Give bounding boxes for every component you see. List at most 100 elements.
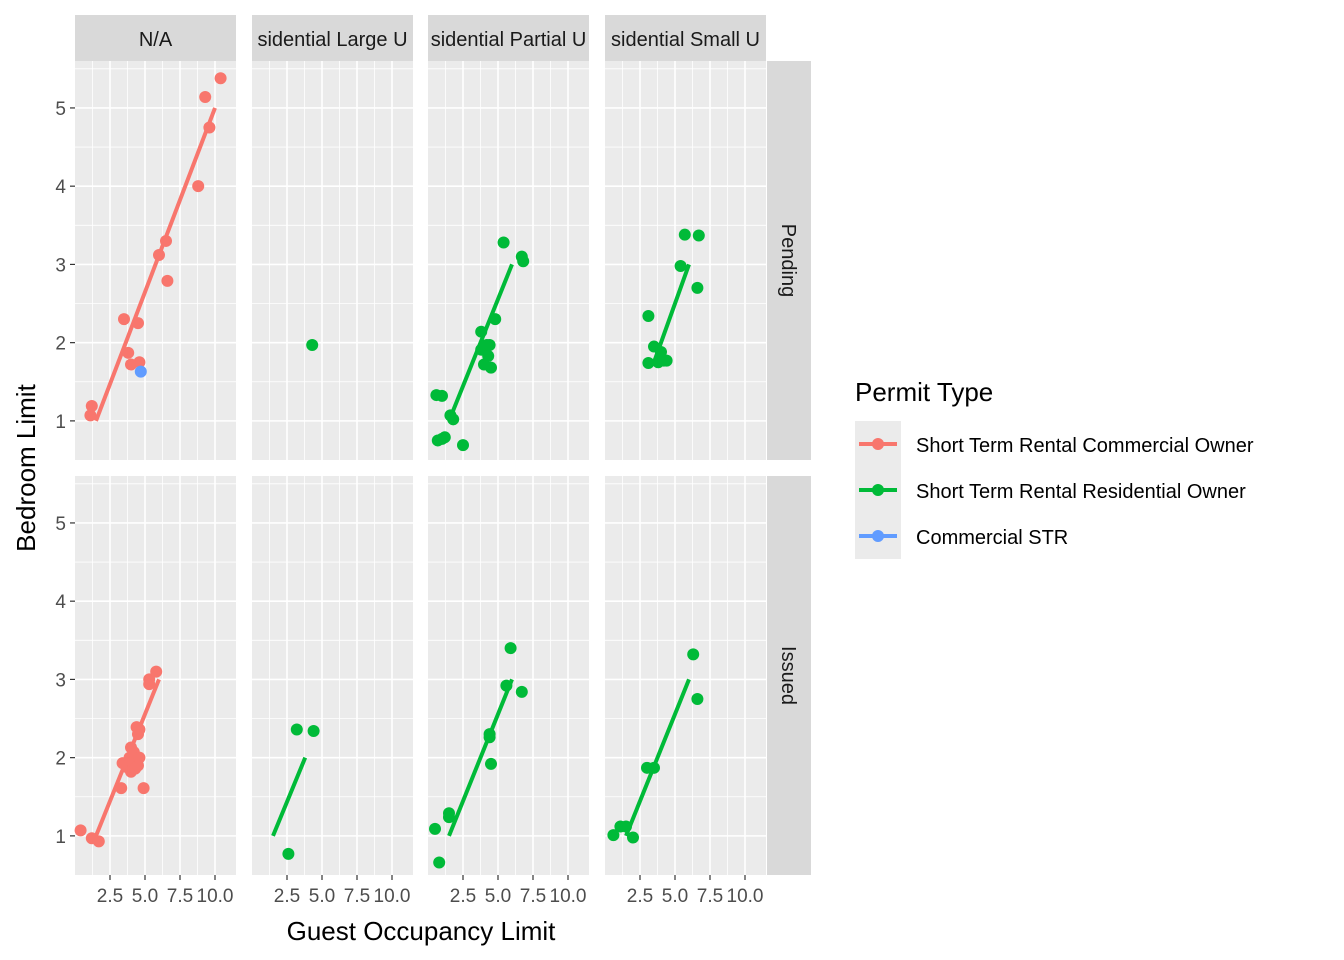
- data-point: [132, 317, 144, 330]
- trend-line: [447, 263, 514, 422]
- data-point: [687, 648, 700, 661]
- y-tick-label: 3: [55, 670, 66, 691]
- panel-pending-2: [428, 61, 589, 460]
- data-point: [691, 281, 704, 294]
- panel-pending-1: [252, 61, 413, 460]
- data-point: [84, 409, 97, 422]
- y-axis-title: Bedroom Limit: [11, 383, 41, 551]
- column-strip-label: sidential Small U: [611, 29, 760, 51]
- panel-issued-2: [428, 476, 589, 875]
- data-point: [443, 807, 455, 820]
- data-point: [133, 356, 146, 369]
- data-point: [290, 723, 303, 736]
- column-strip-label: sidential Large U: [257, 29, 407, 51]
- strip-background: [767, 61, 811, 460]
- x-tick-label: 5.0: [132, 886, 158, 907]
- y-tick-label: 4: [55, 177, 66, 198]
- data-point: [85, 400, 98, 413]
- panel-background: [605, 476, 766, 875]
- data-point: [92, 835, 105, 848]
- data-point: [133, 751, 146, 764]
- strip-background: [428, 15, 589, 61]
- legend-title: Permit Type: [855, 377, 993, 407]
- data-point: [627, 831, 639, 844]
- x-tick-label: 2.5: [627, 886, 653, 907]
- x-tick-label: 7.5: [167, 886, 193, 907]
- y-tick-label: 5: [55, 99, 66, 120]
- data-point: [161, 274, 174, 287]
- data-point: [199, 90, 212, 103]
- data-point: [483, 338, 496, 351]
- data-point: [429, 822, 441, 835]
- x-tick-label: 2.5: [450, 886, 476, 907]
- row-strip-label: Pending: [777, 224, 799, 297]
- data-point: [642, 310, 655, 323]
- panel-data-0-2: [430, 236, 530, 452]
- panel-background: [605, 61, 766, 460]
- legend-key-0: [855, 421, 901, 467]
- column-strip-2: sidential Partial U: [428, 15, 589, 61]
- data-point: [122, 346, 135, 359]
- x-axis-title: Guest Occupancy Limit: [287, 916, 557, 946]
- data-point: [143, 673, 156, 686]
- data-point: [504, 642, 517, 655]
- x-tick-label: 5.0: [485, 886, 511, 907]
- data-point: [160, 234, 172, 247]
- strip-background: [605, 15, 766, 61]
- legend-label-commercial-owner: Short Term Rental Commercial Owner: [916, 435, 1254, 457]
- y-tick-label: 4: [55, 592, 66, 613]
- x-tick-label: 2.5: [274, 886, 300, 907]
- data-point: [692, 229, 705, 242]
- trend-line: [94, 107, 217, 422]
- trend-line: [271, 756, 308, 837]
- strips-layer: N/A sidential Large U sidential Partial U s…: [75, 15, 811, 875]
- x-tick-label: 5.0: [662, 886, 688, 907]
- panel-data-0-1: [306, 338, 319, 351]
- strip-background: [767, 476, 811, 875]
- data-point: [133, 723, 146, 736]
- panel-background: [428, 61, 589, 460]
- data-point: [214, 72, 227, 85]
- data-point: [482, 349, 495, 362]
- y-tick-label: 5: [55, 514, 66, 535]
- data-point: [433, 856, 446, 869]
- x-tick-label: 10.0: [727, 886, 764, 907]
- panel-background: [428, 476, 589, 875]
- strip-background: [75, 15, 236, 61]
- x-tick-label: 7.5: [344, 886, 370, 907]
- data-point: [674, 259, 687, 272]
- data-point: [642, 356, 655, 369]
- panel-issued-1: [252, 476, 413, 875]
- trend-line: [447, 678, 514, 837]
- data-point: [483, 728, 496, 741]
- panel-data-1-2: [429, 642, 528, 869]
- legend-label-commercial-str: Commercial STR: [916, 527, 1068, 549]
- data-point: [515, 685, 528, 698]
- x-tick-label: 10.0: [550, 886, 587, 907]
- legend-label-residential-owner: Short Term Rental Residential Owner: [916, 481, 1246, 503]
- data-point: [436, 389, 448, 402]
- panel-pending-3: [605, 61, 766, 460]
- trend-line: [624, 678, 691, 837]
- data-point: [438, 431, 451, 444]
- panel-data-1-3: [607, 648, 704, 844]
- column-strip-3: sidential Small U: [605, 15, 766, 61]
- data-point: [203, 121, 216, 134]
- data-point: [134, 365, 147, 378]
- panel-data-0-3: [642, 228, 705, 369]
- panel-background: [252, 61, 413, 460]
- y-tick-label: 1: [55, 827, 66, 848]
- x-tick-label: 10.0: [374, 886, 411, 907]
- legend-key-1: [855, 467, 901, 513]
- data-point: [447, 413, 460, 426]
- data-point: [282, 847, 295, 860]
- row-strip-issued: Issued: [767, 476, 811, 875]
- data-point: [115, 782, 128, 795]
- column-strip-0: N/A: [75, 15, 236, 61]
- data-point: [307, 725, 320, 738]
- data-point: [192, 180, 205, 193]
- legend-key-2: [855, 513, 901, 559]
- data-point: [678, 228, 691, 241]
- panels-layer: [74, 61, 766, 875]
